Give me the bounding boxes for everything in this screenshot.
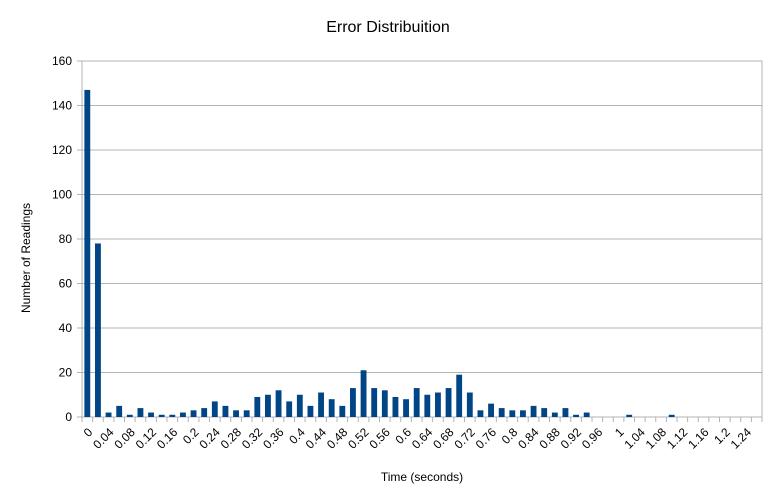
bar	[466, 392, 473, 417]
x-tick-label: 0.68	[430, 425, 457, 452]
chart-title: Error Distribuition	[326, 19, 450, 36]
y-tick-label: 160	[52, 54, 72, 68]
x-tick-label: 0.84	[515, 425, 542, 452]
x-tick-label: 1.08	[643, 425, 670, 452]
x-tick-label: 0.44	[303, 425, 330, 452]
x-tick-label: 0.32	[239, 425, 266, 452]
bar	[392, 396, 399, 417]
bar	[403, 399, 409, 417]
bar	[286, 401, 293, 417]
bar	[222, 405, 229, 417]
bar	[573, 414, 579, 417]
bar	[296, 394, 303, 417]
x-tick-label: 0.72	[451, 425, 478, 452]
y-tick-label: 60	[59, 277, 73, 291]
y-tick-label: 80	[59, 232, 73, 246]
bar	[169, 414, 176, 417]
bar	[509, 410, 516, 417]
x-axis-label: Time (seconds)	[380, 470, 464, 484]
bar	[520, 410, 526, 417]
bar	[668, 414, 675, 417]
bar	[626, 414, 633, 417]
x-tick-label: 0.64	[409, 425, 436, 452]
x-tick-label: 0.28	[218, 425, 245, 452]
bar	[328, 399, 335, 417]
x-tick-label: 0.96	[579, 425, 606, 452]
bar	[307, 405, 314, 417]
bar	[275, 390, 282, 417]
bar	[95, 243, 101, 417]
y-tick-label: 120	[52, 143, 72, 157]
x-tick-label: 0.36	[260, 425, 287, 452]
y-tick-label: 100	[52, 188, 72, 202]
bar	[541, 408, 548, 417]
bar	[158, 414, 165, 417]
bar	[413, 388, 420, 417]
x-tick-label: 0.48	[324, 425, 351, 452]
bar	[435, 392, 441, 417]
bar	[583, 412, 590, 417]
y-tick-label: 40	[59, 321, 73, 335]
bar	[211, 401, 218, 417]
y-tick-label: 140	[52, 99, 72, 113]
bar	[551, 412, 558, 417]
bar	[84, 89, 91, 418]
bar	[233, 410, 239, 417]
bar	[360, 370, 367, 417]
bar	[456, 374, 463, 417]
bar	[116, 405, 123, 417]
bar	[105, 412, 112, 417]
y-tick-label: 0	[65, 410, 72, 424]
bar	[126, 414, 133, 417]
x-tick-label: 0.24	[196, 425, 223, 452]
bar	[243, 410, 250, 417]
x-tick-label: 0.56	[366, 425, 393, 452]
x-tick-label: 0.12	[133, 425, 160, 452]
bar	[424, 394, 431, 417]
bar	[530, 405, 537, 417]
x-tick-label: 0.04	[90, 425, 117, 452]
x-tick-label: 0.76	[473, 425, 500, 452]
bar	[201, 408, 208, 417]
y-tick-label: 20	[59, 366, 73, 380]
bar	[498, 408, 505, 417]
bar	[190, 410, 197, 417]
x-tick-label: 0.92	[558, 425, 585, 452]
x-tick-label: 0.16	[154, 425, 181, 452]
bar	[265, 394, 271, 417]
bar	[562, 408, 569, 417]
bar	[254, 396, 261, 417]
bar	[350, 388, 356, 417]
bar	[148, 412, 154, 417]
x-tick-label: 1.04	[621, 425, 648, 452]
bar	[477, 410, 484, 417]
bar	[180, 412, 186, 417]
bar	[339, 405, 346, 417]
bar	[371, 388, 378, 417]
bar	[381, 390, 388, 417]
x-tick-label: 0.08	[111, 425, 138, 452]
x-tick-label: 0.88	[536, 425, 563, 452]
x-tick-label: 0.52	[345, 425, 372, 452]
x-tick-label: 1.12	[664, 425, 691, 452]
bar	[137, 408, 144, 417]
bar	[488, 403, 494, 417]
x-tick-label: 1.24	[728, 425, 755, 452]
bar	[445, 388, 452, 417]
x-tick-label: 1.16	[685, 425, 712, 452]
bar	[318, 392, 324, 417]
